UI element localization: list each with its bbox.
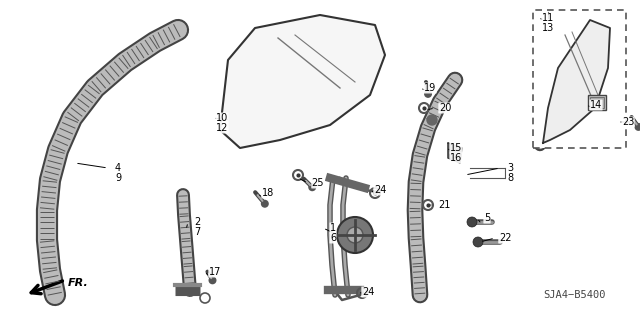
Circle shape — [634, 123, 640, 131]
Text: 12: 12 — [216, 123, 228, 133]
Text: 23: 23 — [622, 117, 634, 127]
Text: 13: 13 — [542, 23, 554, 33]
Text: 2: 2 — [194, 217, 200, 227]
Text: 14: 14 — [590, 100, 602, 110]
Circle shape — [308, 183, 316, 191]
Text: SJA4−B5400: SJA4−B5400 — [544, 290, 606, 300]
Text: 7: 7 — [194, 227, 200, 237]
Text: 5: 5 — [484, 213, 490, 223]
Text: 22: 22 — [499, 233, 511, 243]
Text: 24: 24 — [362, 287, 374, 297]
Text: 24: 24 — [374, 185, 386, 195]
Bar — [588, 95, 606, 110]
Circle shape — [337, 217, 373, 253]
Bar — [590, 97, 604, 108]
Circle shape — [473, 237, 483, 247]
Circle shape — [427, 115, 437, 125]
Text: 21: 21 — [438, 200, 450, 210]
Text: 3: 3 — [507, 163, 513, 173]
Text: 11: 11 — [542, 13, 554, 23]
Polygon shape — [220, 15, 385, 148]
Text: 15: 15 — [450, 143, 462, 153]
Text: 18: 18 — [262, 188, 274, 198]
Text: 17: 17 — [209, 267, 221, 277]
Circle shape — [424, 90, 432, 98]
Circle shape — [467, 217, 477, 227]
Circle shape — [261, 200, 269, 208]
Text: 25: 25 — [312, 178, 324, 188]
Text: 4: 4 — [115, 163, 121, 173]
Text: 8: 8 — [507, 173, 513, 183]
Text: 6: 6 — [330, 233, 336, 243]
Text: 19: 19 — [424, 83, 436, 93]
Polygon shape — [448, 143, 462, 163]
Text: 10: 10 — [216, 113, 228, 123]
FancyBboxPatch shape — [533, 10, 626, 148]
Circle shape — [347, 227, 363, 243]
Polygon shape — [543, 20, 610, 143]
Text: 9: 9 — [115, 173, 121, 183]
Circle shape — [209, 276, 216, 284]
Text: 1: 1 — [330, 223, 336, 233]
Text: 16: 16 — [450, 153, 462, 163]
Text: FR.: FR. — [68, 278, 89, 288]
Text: 20: 20 — [439, 103, 451, 113]
